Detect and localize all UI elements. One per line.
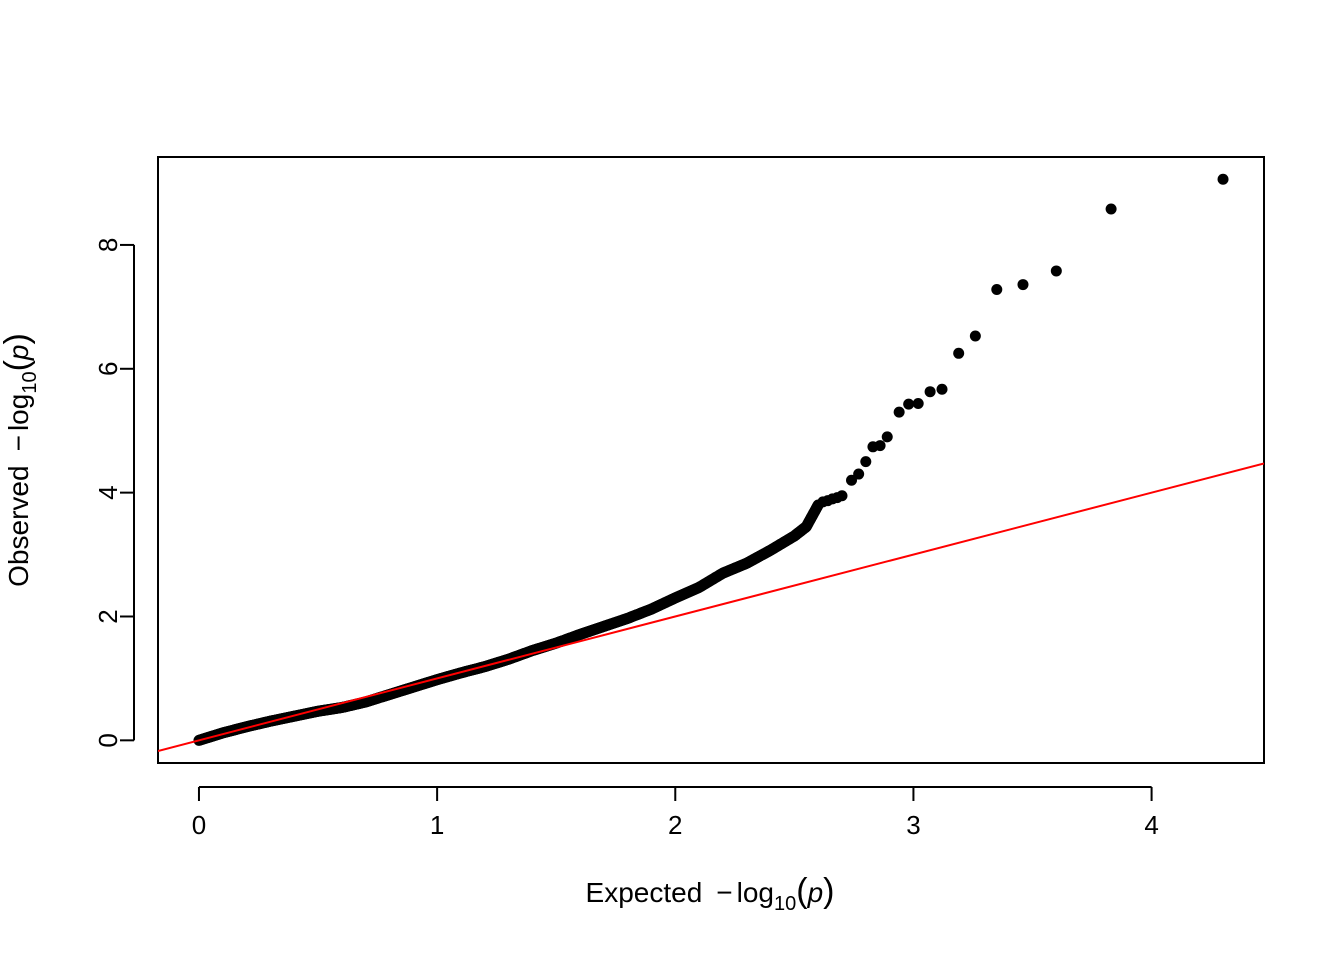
x-tick-label: 1 bbox=[430, 810, 444, 840]
x-axis-label-minus: − bbox=[716, 877, 732, 908]
data-point bbox=[853, 468, 865, 480]
y-axis-label: Observed − log10(p) bbox=[0, 333, 41, 587]
plot-frame bbox=[157, 156, 1265, 764]
data-point bbox=[874, 440, 886, 452]
data-point bbox=[924, 386, 936, 398]
y-axis-label-base: 10 bbox=[19, 371, 41, 393]
data-point bbox=[953, 347, 965, 359]
data-point bbox=[846, 474, 858, 486]
y-axis-label-var: p bbox=[3, 345, 34, 362]
y-axis-label-prefix: Observed bbox=[3, 465, 34, 586]
x-axis-label-prefix: Expected bbox=[586, 877, 703, 908]
y-axis-label-open: ( bbox=[0, 359, 36, 371]
x-axis-label: Expected − log10(p) bbox=[586, 872, 835, 915]
data-point bbox=[1017, 279, 1029, 291]
data-point bbox=[903, 398, 915, 410]
x-axis-label-var: p bbox=[807, 877, 824, 908]
y-axis-label-close: ) bbox=[0, 333, 36, 344]
y-tick-label: 2 bbox=[93, 609, 123, 623]
data-point bbox=[1217, 173, 1229, 185]
data-point bbox=[912, 397, 924, 409]
data-point bbox=[860, 456, 872, 468]
data-point bbox=[969, 330, 981, 342]
x-axis-label-base: 10 bbox=[774, 893, 796, 915]
data-point bbox=[1105, 203, 1117, 215]
data-point bbox=[893, 406, 905, 418]
reference-line bbox=[158, 462, 1264, 752]
x-axis-label-close: ) bbox=[823, 872, 834, 910]
x-axis: 0 1 2 3 4 bbox=[192, 786, 1159, 840]
y-tick-label: 0 bbox=[93, 733, 123, 747]
x-tick-label: 2 bbox=[668, 810, 682, 840]
y-axis-label-minus: − bbox=[3, 435, 34, 451]
data-point bbox=[936, 383, 948, 395]
data-point bbox=[881, 431, 893, 443]
x-tick-label: 3 bbox=[906, 810, 920, 840]
x-axis-label-open: ( bbox=[796, 872, 808, 910]
data-points bbox=[193, 173, 1229, 746]
y-tick-label: 6 bbox=[93, 362, 123, 376]
y-tick-label: 8 bbox=[93, 238, 123, 252]
x-axis-label-log: log bbox=[737, 877, 774, 908]
x-tick-label: 4 bbox=[1144, 810, 1158, 840]
y-axis-label-log: log bbox=[3, 394, 34, 431]
x-tick-label: 0 bbox=[192, 810, 206, 840]
y-tick-label: 4 bbox=[93, 485, 123, 499]
data-point bbox=[991, 284, 1003, 296]
y-axis: 0 2 4 6 8 bbox=[93, 238, 135, 748]
data-point bbox=[1050, 265, 1062, 277]
data-point bbox=[836, 490, 848, 502]
